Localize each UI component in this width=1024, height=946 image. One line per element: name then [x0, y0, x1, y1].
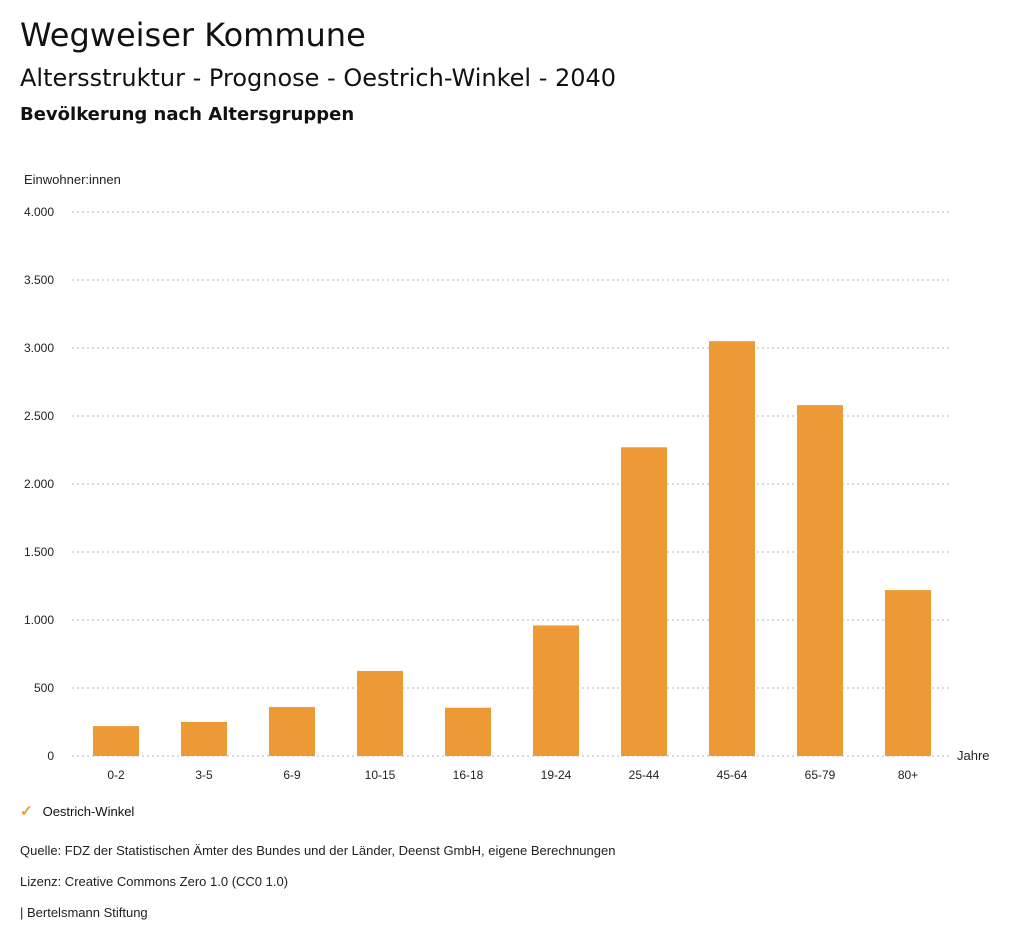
bar-3-5 [181, 722, 227, 756]
bar-6-9 [269, 707, 315, 756]
y-tick-label: 3.500 [24, 273, 54, 287]
y-tick-label: 3.000 [24, 341, 54, 355]
y-tick-label: 1.000 [24, 613, 54, 627]
license-note: Lizenz: Creative Commons Zero 1.0 (CC0 1… [20, 874, 289, 889]
bar-chart: Einwohner:innen 0 500 1.000 1.500 2.000 2.500 3… [24, 172, 990, 782]
chart-subtitle: Altersstruktur - Prognose - Oestrich-Win… [20, 64, 617, 92]
y-tick-label: 0 [47, 749, 54, 763]
x-tick-label: 80+ [898, 768, 918, 782]
source-note: Quelle: FDZ der Statistischen Ämter des … [20, 843, 616, 858]
x-tick-label: 45-64 [717, 768, 748, 782]
legend-item-oestrich-winkel[interactable]: ✓ Oestrich-Winkel [20, 802, 134, 820]
x-tick-label: 16-18 [453, 768, 484, 782]
bar-80+ [885, 590, 931, 756]
x-tick-label: 25-44 [629, 768, 660, 782]
y-tick-label: 2.500 [24, 409, 54, 423]
x-tick-label: 65-79 [805, 768, 836, 782]
bar-25-44 [621, 447, 667, 756]
check-icon: ✓ [20, 803, 33, 820]
y-tick-label: 4.000 [24, 205, 54, 219]
y-tick-label: 500 [34, 681, 54, 695]
x-axis-title: Jahre [957, 748, 990, 763]
publisher-note: | Bertelsmann Stiftung [20, 905, 148, 920]
x-tick-label: 10-15 [365, 768, 396, 782]
x-tick-label: 3-5 [195, 768, 213, 782]
y-tick-label: 2.000 [24, 477, 54, 491]
page-title: Wegweiser Kommune [20, 16, 366, 54]
section-heading: Bevölkerung nach Altersgruppen [20, 104, 355, 125]
x-tick-label: 6-9 [283, 768, 301, 782]
x-tick-label: 19-24 [541, 768, 572, 782]
bar-19-24 [533, 625, 579, 756]
bar-65-79 [797, 405, 843, 756]
x-tick-label: 0-2 [107, 768, 125, 782]
y-axis-title: Einwohner:innen [24, 172, 121, 187]
bar-45-64 [709, 341, 755, 756]
bar-16-18 [445, 707, 491, 756]
bar-0-2 [93, 726, 139, 756]
bar-10-15 [357, 671, 403, 756]
legend-label: Oestrich-Winkel [42, 803, 135, 819]
y-tick-label: 1.500 [24, 545, 54, 559]
